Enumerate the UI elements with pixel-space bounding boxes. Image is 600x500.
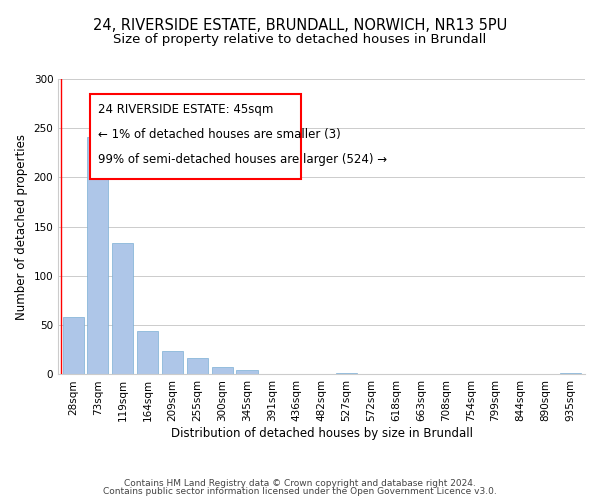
Bar bbox=[112, 244, 133, 374]
Bar bbox=[187, 358, 208, 374]
Y-axis label: Number of detached properties: Number of detached properties bbox=[15, 134, 28, 320]
Bar bbox=[62, 318, 83, 374]
Bar bbox=[88, 137, 109, 374]
X-axis label: Distribution of detached houses by size in Brundall: Distribution of detached houses by size … bbox=[170, 427, 473, 440]
Text: Contains public sector information licensed under the Open Government Licence v3: Contains public sector information licen… bbox=[103, 487, 497, 496]
Text: 24 RIVERSIDE ESTATE: 45sqm: 24 RIVERSIDE ESTATE: 45sqm bbox=[98, 102, 273, 116]
Text: Size of property relative to detached houses in Brundall: Size of property relative to detached ho… bbox=[113, 32, 487, 46]
Text: 99% of semi-detached houses are larger (524) →: 99% of semi-detached houses are larger (… bbox=[98, 153, 387, 166]
Bar bbox=[137, 331, 158, 374]
Bar bbox=[236, 370, 257, 374]
Text: 24, RIVERSIDE ESTATE, BRUNDALL, NORWICH, NR13 5PU: 24, RIVERSIDE ESTATE, BRUNDALL, NORWICH,… bbox=[93, 18, 507, 32]
Text: ← 1% of detached houses are smaller (3): ← 1% of detached houses are smaller (3) bbox=[98, 128, 340, 141]
Bar bbox=[162, 351, 183, 374]
FancyBboxPatch shape bbox=[90, 94, 301, 180]
Bar bbox=[212, 366, 233, 374]
Text: Contains HM Land Registry data © Crown copyright and database right 2024.: Contains HM Land Registry data © Crown c… bbox=[124, 478, 476, 488]
